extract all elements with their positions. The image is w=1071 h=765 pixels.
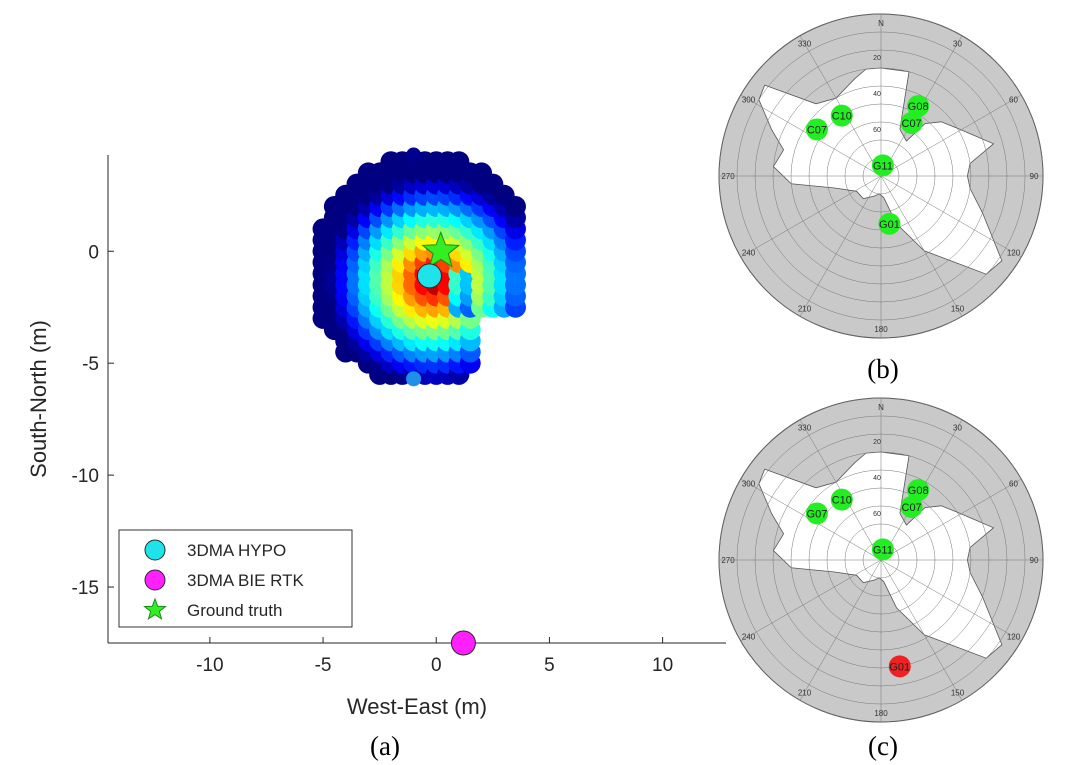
- satellite-label: G08: [908, 485, 929, 497]
- series-layer: [416, 230, 476, 656]
- azimuth-spoke: [880, 175, 1022, 258]
- satellite-label: C07: [902, 502, 922, 514]
- legend-marker: [144, 539, 166, 561]
- y-axis-label: South-North (m): [26, 320, 51, 478]
- series-point: [416, 263, 442, 289]
- azimuth-spoke: [880, 175, 963, 317]
- satellite-label: C10: [832, 495, 852, 507]
- axis-ticks: -10 -5 0 5 10 0 -5 -10 -15: [72, 242, 674, 676]
- azimuth-label: 240: [742, 249, 756, 258]
- azimuth-spoke: [799, 559, 882, 701]
- azimuth-label: 150: [951, 689, 965, 698]
- azimuth-label: 120: [1007, 249, 1021, 258]
- azimuth-label: N: [878, 403, 884, 412]
- azimuth-spoke: [880, 559, 1022, 642]
- elevation-label: 20: [873, 439, 881, 446]
- x-tick-label: 5: [544, 655, 555, 676]
- azimuth-label: 270: [721, 172, 735, 181]
- satellite-label: G11: [873, 544, 893, 556]
- azimuth-label: 120: [1007, 633, 1021, 642]
- azimuth-label: 210: [798, 689, 812, 698]
- satellite-marker: [830, 104, 853, 127]
- panel-label-b: (b): [867, 354, 898, 384]
- panel-label-a: (a): [370, 731, 400, 761]
- x-tick-label: -10: [196, 655, 223, 676]
- satellite-marker: [907, 95, 930, 118]
- y-tick-label: -5: [82, 354, 99, 375]
- satellite-marker: [900, 495, 923, 518]
- satellite-marker: [871, 538, 894, 561]
- skyplot-c: N30609012015018021024027030033020406080G…: [718, 397, 1044, 723]
- azimuth-spoke: [740, 175, 882, 258]
- azimuth-label: 330: [798, 39, 812, 48]
- satellite-marker: [805, 118, 828, 141]
- azimuth-label: N: [878, 19, 884, 28]
- satellite-marker: [871, 154, 894, 177]
- azimuth-label: 60: [1009, 96, 1018, 105]
- satellite-marker: [805, 502, 828, 525]
- y-tick-label: 0: [88, 242, 99, 263]
- satellite-label: G01: [879, 219, 900, 231]
- azimuth-label: 210: [798, 305, 812, 314]
- azimuth-spoke: [880, 559, 963, 701]
- legend-label: 3DMA BIE RTK: [187, 571, 304, 590]
- elevation-label: 20: [873, 55, 881, 62]
- x-tick-label: 10: [652, 655, 673, 676]
- elevation-label: 60: [873, 127, 881, 134]
- azimuth-label: 90: [1030, 556, 1039, 565]
- elevation-label: 40: [873, 475, 881, 482]
- x-tick-label: 0: [431, 655, 442, 676]
- azimuth-label: 150: [951, 305, 965, 314]
- azimuth-label: 270: [721, 556, 735, 565]
- azimuth-label: 180: [874, 709, 888, 718]
- azimuth-label: 300: [742, 480, 756, 489]
- legend-marker: [144, 569, 166, 591]
- scatter-panel: -10 -5 0 5 10 0 -5 -10 -15 West-East (m) South-N…: [26, 147, 726, 761]
- heat-dot: [406, 147, 422, 163]
- azimuth-spoke: [880, 478, 1022, 561]
- satellite-marker: [830, 488, 853, 511]
- satellite-marker: [907, 479, 930, 502]
- azimuth-label: 240: [742, 633, 756, 642]
- x-tick-label: -5: [315, 655, 332, 676]
- satellite-label: G01: [889, 661, 910, 673]
- y-tick-label: -15: [72, 578, 99, 599]
- y-tick-label: -10: [72, 466, 99, 487]
- x-axis-label: West-East (m): [347, 694, 487, 719]
- legend-label: Ground truth: [187, 601, 282, 620]
- heat-dot: [504, 195, 526, 217]
- elevation-label: 60: [873, 511, 881, 518]
- panel-label-c: (c): [868, 731, 898, 761]
- azimuth-label: 30: [953, 423, 962, 432]
- satellite-marker: [888, 655, 911, 678]
- heat-dot: [406, 371, 422, 387]
- azimuth-label: 30: [953, 39, 962, 48]
- azimuth-spoke: [799, 175, 882, 317]
- skyplot-b: N30609012015018021024027030033020406080G…: [718, 13, 1044, 339]
- azimuth-label: 180: [874, 325, 888, 334]
- elevation-label: 40: [873, 91, 881, 98]
- azimuth-label: 60: [1009, 480, 1018, 489]
- series-point: [450, 630, 476, 656]
- satellite-label: C07: [902, 118, 922, 130]
- satellite-marker: [900, 111, 923, 134]
- satellite-label: C07: [807, 124, 827, 136]
- satellite-label: C10: [832, 111, 852, 123]
- ground-truth-marker: [421, 230, 461, 268]
- satellite-label: G11: [873, 160, 893, 172]
- azimuth-label: 330: [798, 423, 812, 432]
- satellite-label: G07: [807, 508, 828, 520]
- satellite-marker: [878, 212, 901, 235]
- heatmap-layer: [312, 147, 526, 387]
- azimuth-label: 300: [742, 96, 756, 105]
- legend-marker: [143, 597, 167, 621]
- legend: 3DMA HYPO 3DMA BIE RTK Ground truth: [118, 529, 353, 628]
- azimuth-spoke: [880, 94, 1022, 177]
- legend-label: 3DMA HYPO: [187, 541, 286, 560]
- azimuth-spoke: [740, 559, 882, 642]
- satellite-label: G08: [908, 101, 929, 113]
- azimuth-label: 90: [1030, 172, 1039, 181]
